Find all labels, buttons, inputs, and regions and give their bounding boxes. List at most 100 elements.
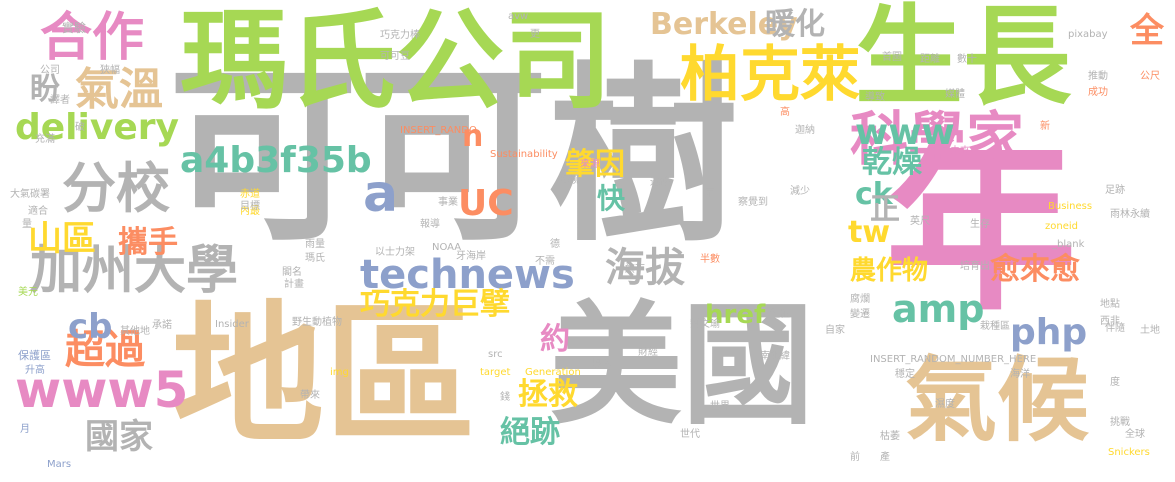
word-10: 科學家 (850, 105, 1025, 173)
word-34: 山區 (28, 219, 96, 259)
word-69: 公尺 (1140, 71, 1160, 82)
word-33: cb (68, 307, 113, 347)
word-67: 數十 (957, 54, 977, 65)
word-30: 農作物 (850, 256, 929, 286)
word-22: 肇因 (565, 147, 625, 182)
word-81: NOAA (432, 242, 462, 253)
word-105: zoneid (1045, 221, 1078, 232)
word-129: 承諾 (152, 320, 172, 331)
word-70: 成功 (1088, 87, 1108, 98)
word-65: 首圖 (882, 52, 902, 63)
word-110: 地點 (1100, 299, 1120, 310)
word-95: 旗下 (625, 264, 645, 275)
word-72: 導致 (865, 92, 885, 103)
word-15: www5 (15, 361, 189, 419)
word-112: 伴隨 (1105, 323, 1125, 334)
word-37: 拯救 (518, 377, 578, 412)
word-76: 未來 (950, 146, 970, 157)
word-123: 劉文瑜 (690, 319, 720, 330)
word-13: 加州大學 (30, 241, 239, 301)
word-94: 不需 (535, 256, 555, 267)
word-130: src (488, 349, 503, 360)
word-107: 生存 (970, 219, 990, 230)
word-120: 海洋 (1010, 369, 1030, 380)
word-63: 更 (530, 29, 540, 40)
word-21: ck (855, 177, 893, 212)
word-38: 絕跡 (500, 415, 560, 450)
word-128: 其他地 (120, 326, 150, 337)
word-86: 目標 (240, 201, 260, 212)
word-47: 公司 (40, 65, 60, 76)
word-60: avw (508, 11, 529, 22)
word-46: 實驗 (62, 21, 87, 35)
word-50: 破 (75, 122, 85, 133)
word-121: 度 (1110, 377, 1120, 388)
word-103: 雨林 (1110, 209, 1130, 220)
word-7: 合作 (40, 8, 145, 68)
word-96: 遷移 (650, 177, 670, 188)
word-43: n (462, 119, 484, 154)
word-54: 量 (22, 219, 32, 230)
word-84: 赤道 (240, 189, 260, 200)
word-39: 約 (540, 322, 570, 357)
word-29: 巧克力巨擘 (360, 287, 510, 322)
word-44: 正 (870, 192, 900, 227)
word-12: 分校 (62, 157, 170, 220)
word-27: php (1010, 312, 1088, 353)
word-20: 全 (1130, 11, 1164, 51)
word-18: Berkeley (650, 7, 798, 42)
word-11: delivery (15, 107, 179, 148)
word-117: 栽種區 (980, 321, 1010, 332)
word-1: 瑪氏公司 (180, 0, 613, 124)
word-32: 超過 (65, 327, 145, 373)
word-3: 年 (885, 114, 1077, 337)
word-106: _blank (1052, 239, 1085, 250)
word-77: INSERT_RANDO (400, 125, 477, 136)
word-131: img (330, 367, 349, 378)
word-93: 德 (550, 239, 560, 250)
word-114: 腐爛 (850, 294, 870, 305)
word-78: Sustainability (490, 149, 558, 160)
word-2: 生長 (855, 0, 1072, 120)
word-134: 投入 (592, 359, 612, 370)
word-118: INSERT_RANDOM_NUMBER_HERE (870, 354, 1037, 365)
word-62: 可可豆 (380, 51, 410, 62)
word-125: 種植 (770, 309, 790, 320)
word-48: 狹幅 (100, 65, 120, 76)
word-36: 國家 (85, 417, 153, 457)
word-14: technews (360, 252, 575, 298)
word-109: 半數 (700, 254, 720, 265)
word-83: 報導 (420, 219, 440, 230)
word-99: 減少 (790, 186, 810, 197)
word-88: 瑪氏 (305, 253, 325, 264)
word-100: 英尺 (910, 216, 930, 227)
word-137: 世界 (710, 401, 730, 412)
word-19: 暖化 (765, 7, 825, 42)
word-87: 雨量 (305, 239, 325, 250)
word-41: href (705, 300, 766, 330)
word-82: 事業 (438, 197, 458, 208)
word-119: 穩定 (895, 369, 915, 380)
word-108: 培育出 (960, 261, 990, 272)
word-59: Mars (47, 459, 72, 470)
word-92: 牙海岸 (456, 251, 486, 262)
word-4: 地區 (172, 287, 476, 464)
word-145: 濕度 (935, 399, 955, 410)
word-98: 察覺到 (738, 197, 768, 208)
word-135: 錢 (500, 392, 510, 403)
word-71: 媒體 (945, 89, 965, 100)
word-64: pixabay (1068, 29, 1108, 40)
word-141: 枯萎 (880, 431, 900, 442)
word-101: 足跡 (1105, 185, 1125, 196)
word-42: a (363, 164, 399, 224)
word-73: 高 (780, 107, 790, 118)
word-142: 挑戰 (1110, 417, 1130, 428)
word-52: 大氣碳署 (10, 189, 50, 200)
word-24: UC (458, 183, 514, 224)
word-9: 柏克萊 (680, 40, 860, 110)
word-53: 適合 (28, 206, 48, 217)
word-102: Business (1048, 201, 1093, 212)
word-68: 推動 (1088, 71, 1108, 82)
word-56: 保護區 (18, 349, 51, 362)
